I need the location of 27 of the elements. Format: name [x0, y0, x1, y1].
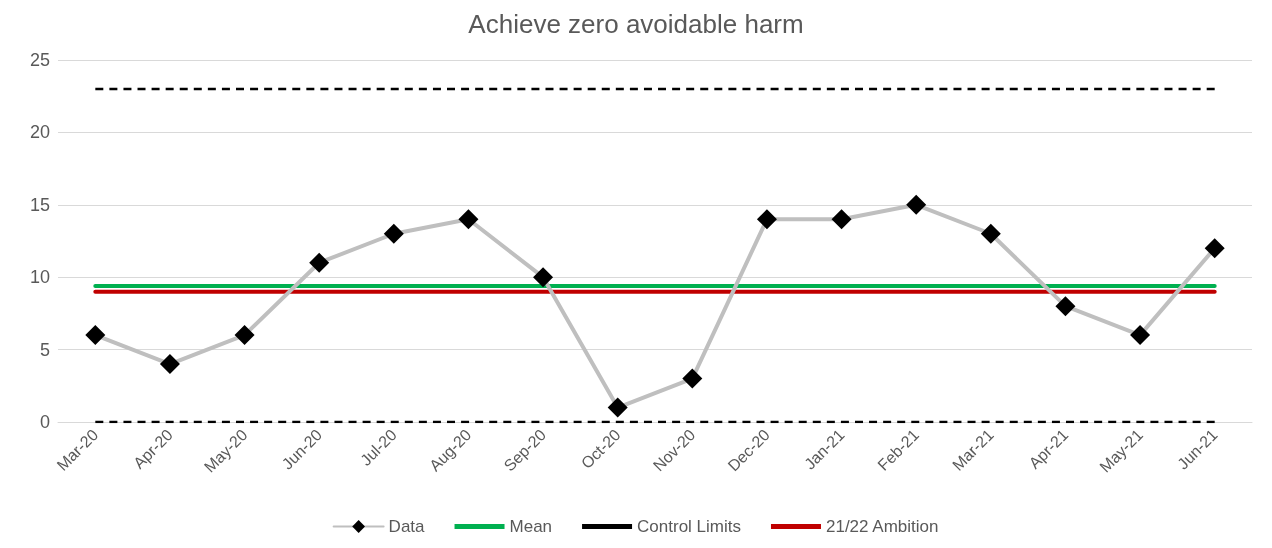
legend-label: 21/22 Ambition	[825, 517, 939, 536]
legend-label: Data	[388, 517, 426, 536]
point	[831, 209, 852, 230]
y-tick-label: 25	[29, 50, 50, 70]
point	[383, 223, 404, 244]
y-tick-label: 20	[29, 122, 50, 143]
point	[458, 209, 479, 230]
chart-title: Achieve zero avoidable harm	[468, 9, 804, 39]
point	[159, 354, 180, 375]
point	[234, 325, 255, 346]
point	[1204, 238, 1225, 259]
point	[906, 194, 927, 215]
point	[607, 397, 628, 418]
legend-label: Control Limits	[637, 517, 741, 536]
point	[980, 223, 1001, 244]
point	[1055, 296, 1076, 317]
y-tick-label: 5	[39, 339, 50, 360]
point	[1130, 325, 1151, 346]
point	[756, 209, 777, 230]
point	[309, 252, 330, 273]
legend-label: Mean	[509, 517, 553, 536]
y-tick-label: 15	[29, 194, 50, 215]
y-tick-label: 10	[29, 267, 50, 288]
point	[682, 368, 703, 389]
y-tick-label: 0	[39, 412, 50, 432]
point	[533, 267, 554, 288]
point	[85, 325, 106, 346]
